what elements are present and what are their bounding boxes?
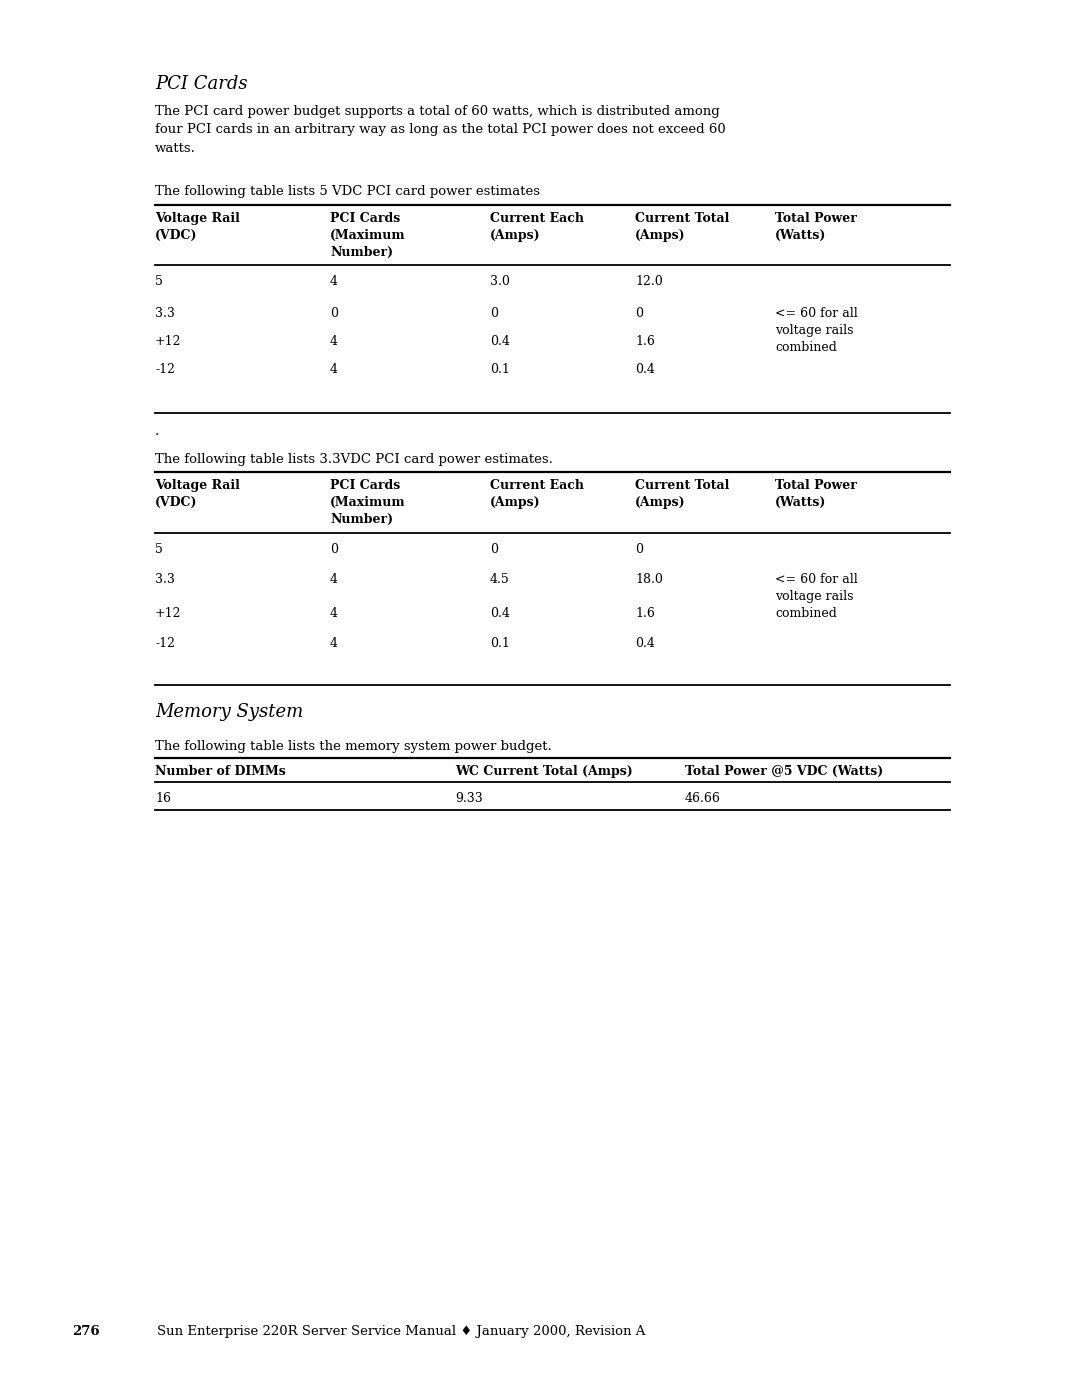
Text: 3.0: 3.0 [490,275,510,288]
Text: +12: +12 [156,608,181,620]
Text: 4: 4 [330,275,338,288]
Text: 4: 4 [330,608,338,620]
Text: 4: 4 [330,335,338,348]
Text: Total Power
(Watts): Total Power (Watts) [775,479,856,509]
Text: Voltage Rail
(VDC): Voltage Rail (VDC) [156,212,240,242]
Text: The following table lists the memory system power budget.: The following table lists the memory sys… [156,740,552,753]
Text: 3.3: 3.3 [156,307,175,320]
Text: 9.33: 9.33 [455,792,483,805]
Text: 4: 4 [330,637,338,650]
Text: 0: 0 [635,543,643,556]
Text: .: . [156,425,159,439]
Text: PCI Cards: PCI Cards [156,75,247,94]
Text: The following table lists 5 VDC PCI card power estimates: The following table lists 5 VDC PCI card… [156,184,540,198]
Text: 1.6: 1.6 [635,335,654,348]
Text: 12.0: 12.0 [635,275,663,288]
Text: 4.5: 4.5 [490,573,510,585]
Text: 0.4: 0.4 [635,363,654,376]
Text: 4: 4 [330,363,338,376]
Text: Current Each
(Amps): Current Each (Amps) [490,479,584,509]
Text: 0.1: 0.1 [490,363,510,376]
Text: Current Total
(Amps): Current Total (Amps) [635,212,729,242]
Text: <= 60 for all
voltage rails
combined: <= 60 for all voltage rails combined [775,573,858,620]
Text: -12: -12 [156,637,175,650]
Text: 0.4: 0.4 [490,335,510,348]
Text: WC Current Total (Amps): WC Current Total (Amps) [455,766,633,778]
Text: 0: 0 [330,307,338,320]
Text: 0: 0 [330,543,338,556]
Text: 16: 16 [156,792,171,805]
Text: 4: 4 [330,573,338,585]
Text: PCI Cards
(Maximum
Number): PCI Cards (Maximum Number) [330,479,406,527]
Text: 0.4: 0.4 [635,637,654,650]
Text: Number of DIMMs: Number of DIMMs [156,766,286,778]
Text: Memory System: Memory System [156,703,303,721]
Text: Voltage Rail
(VDC): Voltage Rail (VDC) [156,479,240,509]
Text: The PCI card power budget supports a total of 60 watts, which is distributed amo: The PCI card power budget supports a tot… [156,105,726,155]
Text: 46.66: 46.66 [685,792,720,805]
Text: 0: 0 [490,307,498,320]
Text: 3.3: 3.3 [156,573,175,585]
Text: 5: 5 [156,275,163,288]
Text: The following table lists 3.3VDC PCI card power estimates.: The following table lists 3.3VDC PCI car… [156,453,553,467]
Text: <= 60 for all
voltage rails
combined: <= 60 for all voltage rails combined [775,307,858,353]
Text: 0.4: 0.4 [490,608,510,620]
Text: Total Power
(Watts): Total Power (Watts) [775,212,856,242]
Text: 5: 5 [156,543,163,556]
Text: PCI Cards
(Maximum
Number): PCI Cards (Maximum Number) [330,212,406,258]
Text: Sun Enterprise 220R Server Service Manual ♦ January 2000, Revision A: Sun Enterprise 220R Server Service Manua… [157,1324,646,1338]
Text: Current Each
(Amps): Current Each (Amps) [490,212,584,242]
Text: +12: +12 [156,335,181,348]
Text: 0: 0 [635,307,643,320]
Text: -12: -12 [156,363,175,376]
Text: 18.0: 18.0 [635,573,663,585]
Text: 1.6: 1.6 [635,608,654,620]
Text: Current Total
(Amps): Current Total (Amps) [635,479,729,509]
Text: 0.1: 0.1 [490,637,510,650]
Text: 276: 276 [72,1324,99,1338]
Text: Total Power @5 VDC (Watts): Total Power @5 VDC (Watts) [685,766,883,778]
Text: 0: 0 [490,543,498,556]
